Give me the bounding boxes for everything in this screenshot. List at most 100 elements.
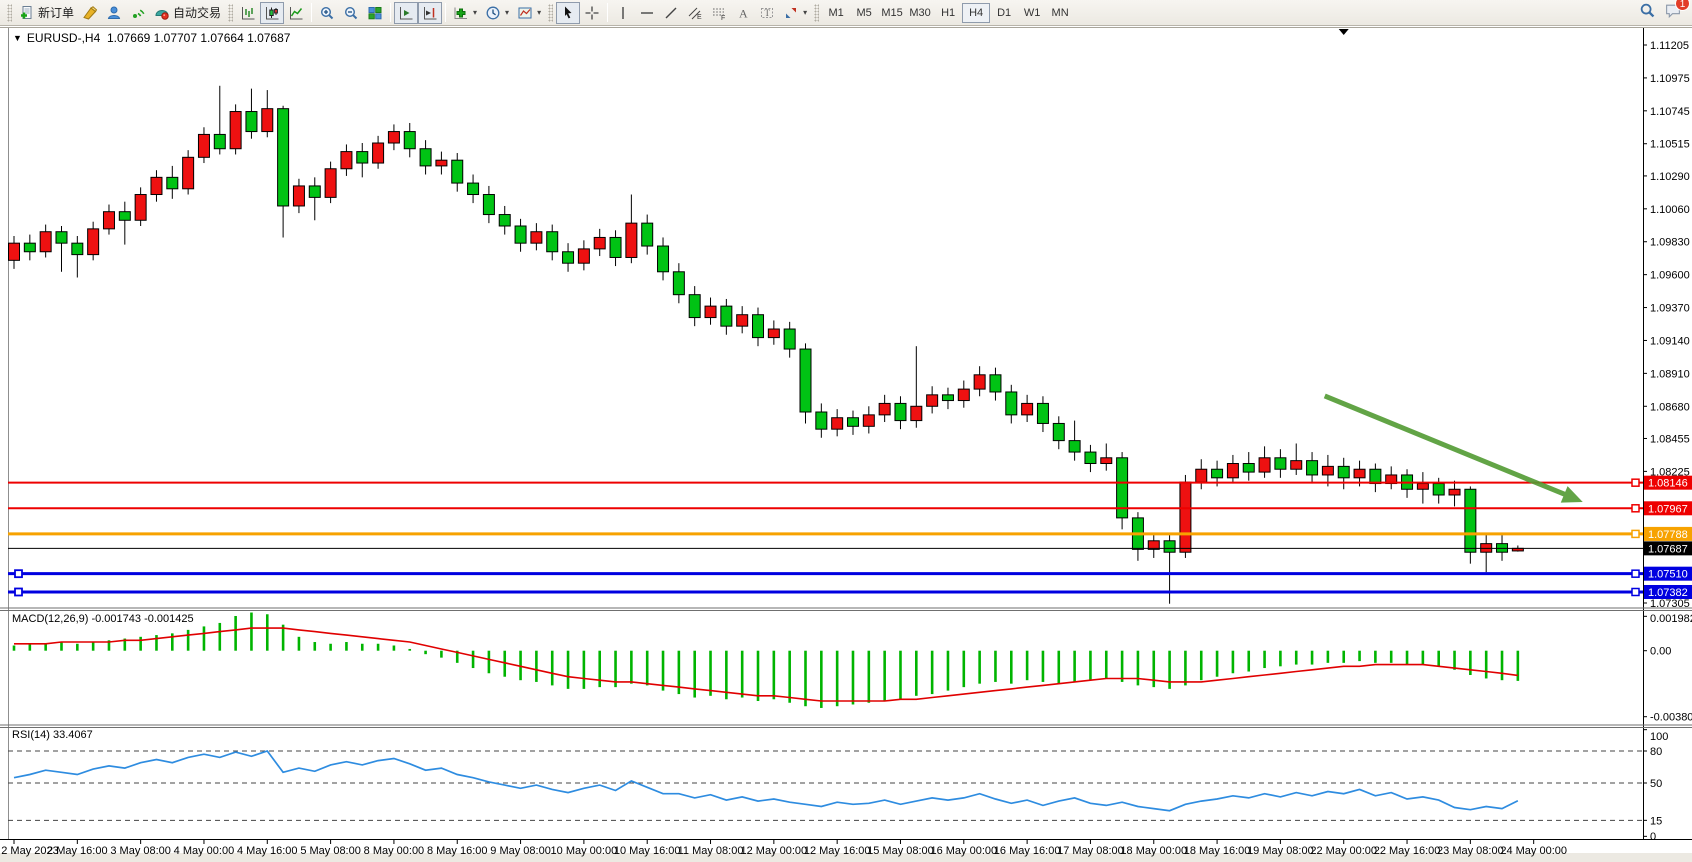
candle-body xyxy=(1258,457,1271,473)
timeframe-D1[interactable]: D1 xyxy=(990,3,1018,23)
price-tick-label: 1.08910 xyxy=(1650,368,1690,380)
timeframe-M5[interactable]: M5 xyxy=(850,3,878,23)
candle-body xyxy=(1100,457,1113,465)
svg-text:A: A xyxy=(739,6,748,20)
chart-menu-icon[interactable]: ▼ xyxy=(13,33,22,43)
arrows-button[interactable]: ▾ xyxy=(779,2,811,24)
zoom-out-icon xyxy=(343,5,359,21)
rsi-panel: 100 80 50 15 0 xyxy=(8,729,1668,843)
candle-body xyxy=(562,251,575,264)
trend-arrow[interactable] xyxy=(1323,393,1583,503)
candle-body xyxy=(767,328,780,339)
tile-windows-button[interactable] xyxy=(363,2,387,24)
candle-body xyxy=(1242,463,1255,473)
horizontal-lines: 1.08146 1.07967 1.07788 1.07687 1.07510 1.073… xyxy=(8,475,1692,599)
toolbar-separator xyxy=(311,3,313,22)
chevron-down-icon: ▾ xyxy=(537,8,542,17)
rsi-tick-label: 0 xyxy=(1650,831,1656,843)
equidistant-channel-button[interactable]: E xyxy=(683,2,707,24)
zoom-out-button[interactable] xyxy=(339,2,363,24)
line-anchor-handle[interactable] xyxy=(1631,587,1640,597)
auto-scroll-button[interactable] xyxy=(394,1,419,24)
vertical-line-button[interactable] xyxy=(611,2,635,24)
new-order-button[interactable]: 新订单 xyxy=(15,2,78,24)
templates-button[interactable]: ▾ xyxy=(513,2,545,24)
candle-body xyxy=(387,131,400,144)
line-anchor-handle[interactable] xyxy=(14,587,23,597)
zoom-in-icon xyxy=(319,5,335,21)
indicators-icon xyxy=(453,5,469,21)
line-anchor-handle[interactable] xyxy=(1631,478,1640,487)
trendline-button[interactable] xyxy=(659,2,683,24)
new-order-label: 新订单 xyxy=(38,6,75,20)
time-tick-label: 12 May 16:00 xyxy=(804,845,871,857)
timeframe-M15[interactable]: M15 xyxy=(878,3,906,23)
macd-tick-label: 0.001982 xyxy=(1650,613,1692,625)
timeframe-H4[interactable]: H4 xyxy=(962,2,991,23)
price-tick-label: 1.10060 xyxy=(1650,204,1690,216)
price-label-box xyxy=(1644,584,1692,599)
timeframe-W1[interactable]: W1 xyxy=(1018,3,1046,23)
text-label-button[interactable]: T xyxy=(755,2,779,24)
autotrading-label: 自动交易 xyxy=(173,6,222,20)
mql5-community-button[interactable] xyxy=(102,2,126,24)
candle-body xyxy=(8,242,20,261)
signal-icon xyxy=(130,5,146,21)
line-anchor-handle[interactable] xyxy=(1631,504,1640,513)
zoom-in-button[interactable] xyxy=(315,2,339,24)
rsi-indicator-label: RSI(14) 33.4067 xyxy=(12,729,93,741)
candle-body xyxy=(1306,460,1319,476)
metaeditor-button[interactable] xyxy=(78,2,102,24)
bar-chart-button[interactable] xyxy=(236,2,260,24)
timeframe-M30[interactable]: M30 xyxy=(906,3,934,23)
candles xyxy=(8,85,1524,604)
line-anchor-handle[interactable] xyxy=(1631,569,1640,578)
toolbar-grip[interactable] xyxy=(228,3,234,22)
toolbar-grip[interactable] xyxy=(814,3,820,22)
text-button[interactable]: A xyxy=(731,2,755,24)
candle-body xyxy=(102,211,115,230)
fibonacci-button[interactable]: F xyxy=(707,2,731,24)
line-chart-button[interactable] xyxy=(284,2,308,24)
autotrading-button[interactable]: 自动交易 xyxy=(150,2,225,24)
price-tick-label: 1.08225 xyxy=(1650,466,1690,478)
line-anchor-handle[interactable] xyxy=(14,569,23,579)
candle-body xyxy=(71,242,84,256)
candlestick-chart-button[interactable] xyxy=(260,1,285,24)
toolbar-grip[interactable] xyxy=(7,3,12,22)
price-label-box xyxy=(1644,475,1692,490)
timeframe-M1[interactable]: M1 xyxy=(822,3,850,23)
candle-body xyxy=(530,231,543,244)
horizontal-line-button[interactable] xyxy=(635,2,659,24)
chart-shift-button[interactable] xyxy=(418,1,443,24)
rsi-tick-label: 100 xyxy=(1650,731,1668,743)
time-tick-label: 10 May 16:00 xyxy=(614,845,681,857)
vertical-line-icon xyxy=(615,5,631,21)
candle-body xyxy=(324,168,337,198)
timeframe-MN[interactable]: MN xyxy=(1046,3,1074,23)
timeframe-H1[interactable]: H1 xyxy=(934,3,962,23)
cursor-button[interactable] xyxy=(556,1,581,24)
fibonacci-icon: F xyxy=(711,5,727,21)
line-anchor-handle[interactable] xyxy=(1631,529,1640,539)
clock-icon xyxy=(485,5,501,21)
toolbar-separator xyxy=(445,3,447,22)
crosshair-button[interactable] xyxy=(580,2,604,24)
signals-button[interactable] xyxy=(126,2,150,24)
candle-body xyxy=(799,348,812,413)
periods-button[interactable]: ▾ xyxy=(481,2,513,24)
candle-body xyxy=(435,159,448,167)
time-tick-label: 18 May 00:00 xyxy=(1120,845,1187,857)
candle-body xyxy=(1464,488,1477,553)
toolbar-grip[interactable] xyxy=(548,3,554,22)
template-icon xyxy=(517,5,533,21)
search-icon[interactable] xyxy=(1639,2,1656,24)
horizontal-line-icon xyxy=(639,5,655,21)
indicators-button[interactable]: ▾ xyxy=(449,2,481,24)
candle-body xyxy=(1416,483,1429,490)
time-tick-label: 9 May 08:00 xyxy=(490,845,551,857)
chat-button[interactable]: 1 xyxy=(1664,0,1690,24)
candle-body xyxy=(277,108,290,207)
chart-shift-marker[interactable] xyxy=(1338,29,1349,35)
